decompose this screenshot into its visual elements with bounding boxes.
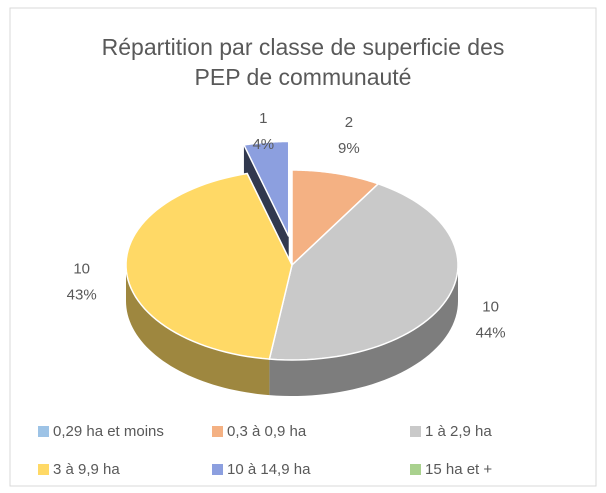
percent-label: 44% bbox=[476, 325, 506, 342]
slice bbox=[242, 140, 290, 237]
legend-swatch bbox=[212, 464, 223, 475]
slice bbox=[291, 169, 380, 267]
data-label: 10 bbox=[482, 299, 499, 316]
legend-swatch bbox=[410, 426, 421, 437]
legend-swatch bbox=[212, 426, 223, 437]
legend-label: 15 ha et + bbox=[425, 461, 492, 478]
percent-label: 43% bbox=[67, 287, 97, 304]
legend-swatch bbox=[410, 464, 421, 475]
data-label: 10 bbox=[73, 261, 90, 278]
data-label: 1 bbox=[259, 110, 267, 127]
legend-label: 10 à 14,9 ha bbox=[227, 461, 311, 478]
slice-side bbox=[126, 265, 270, 396]
percent-label: 9% bbox=[338, 140, 360, 157]
percent-label: 4% bbox=[252, 136, 274, 153]
slice-side bbox=[269, 265, 458, 396]
legend-label: 3 à 9,9 ha bbox=[53, 461, 120, 478]
legend-swatch bbox=[38, 464, 49, 475]
legend-label: 0,29 ha et moins bbox=[53, 423, 164, 440]
data-label: 2 bbox=[345, 114, 353, 131]
legend-label: 1 à 2,9 ha bbox=[425, 423, 492, 440]
slice bbox=[125, 172, 293, 360]
slice bbox=[268, 182, 459, 361]
legend-swatch bbox=[38, 426, 49, 437]
chart-title: Répartition par classe de superficie des… bbox=[101, 34, 505, 90]
legend-label: 0,3 à 0,9 ha bbox=[227, 423, 307, 440]
